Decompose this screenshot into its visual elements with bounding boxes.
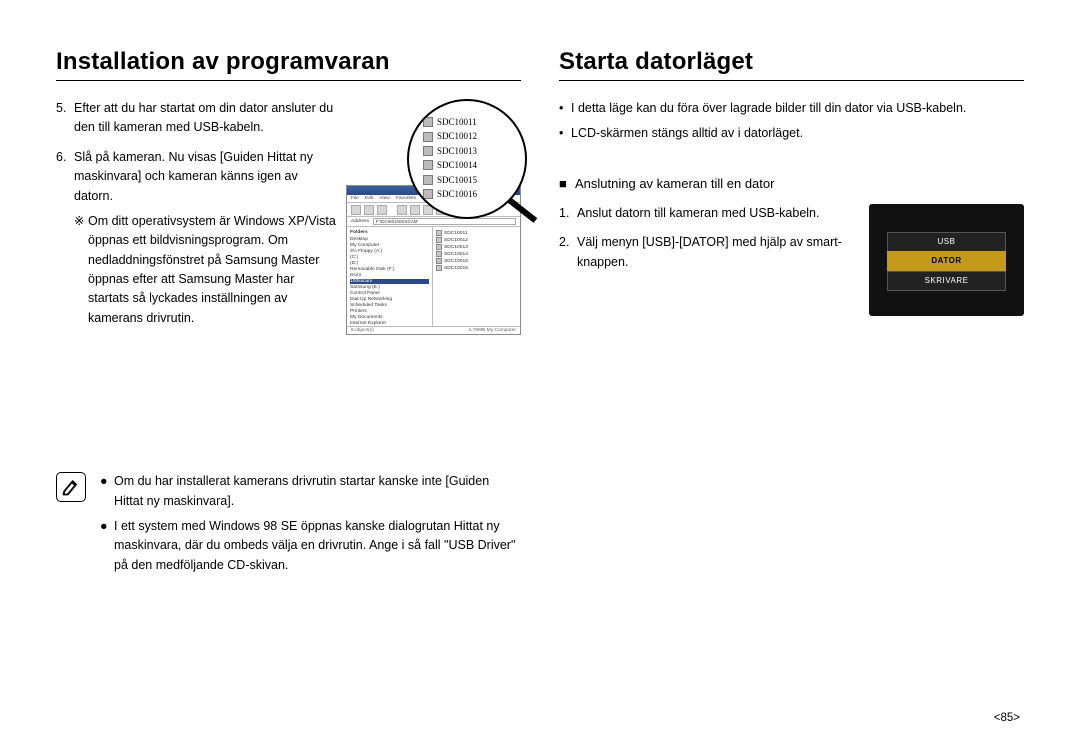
camera-lcd: USB DATOR SKRIVARE [869, 204, 1024, 316]
info-note: ● Om du har installerat kamerans drivrut… [56, 472, 521, 581]
toolbar-btn-icon [410, 205, 420, 215]
file-icon [423, 117, 433, 127]
right-heading: Starta datorläget [559, 48, 1024, 81]
file-icon [436, 265, 442, 271]
menu-usb: USB [887, 232, 1006, 252]
explorer-addressbar: Address F:\DCIM\100SSCAM [347, 217, 520, 227]
note-text-1: Om du har installerat kamerans drivrutin… [114, 472, 521, 511]
file-icon [436, 251, 442, 257]
explorer-tree: Folders Desktop My Computer 3½ Floppy (A… [347, 227, 433, 326]
intro-line-1: • I detta läge kan du föra över lagrade … [559, 99, 1024, 118]
file-icon [436, 237, 442, 243]
toolbar-fwd-icon [364, 205, 374, 215]
step-5: 5. Efter att du har startat om din dator… [56, 99, 336, 138]
magnifier-circle: SDC10011 SDC10012 SDC10013 SDC10014 SDC1… [407, 99, 527, 219]
right-step-1: 1. Anslut datorn till kameran med USB-ka… [559, 204, 851, 223]
explorer-file-list: SDC10011 SDC10012 SDC10013 SDC10014 SDC1… [433, 227, 520, 326]
subsection-head: ■ Anslutning av kameran till en dator [559, 174, 1024, 194]
intro-line-2: • LCD-skärmen stängs alltid av i datorlä… [559, 124, 1024, 143]
file-icon [423, 160, 433, 170]
left-column: Installation av programvaran 5. Efter at… [56, 48, 521, 581]
toolbar-up-icon [377, 205, 387, 215]
file-icon [423, 175, 433, 185]
menu-skrivare: SKRIVARE [887, 271, 1006, 291]
file-icon [436, 244, 442, 250]
toolbar-btn-icon [397, 205, 407, 215]
left-heading: Installation av programvaran [56, 48, 521, 81]
file-icon [436, 258, 442, 264]
note-icon [56, 472, 86, 502]
right-column: Starta datorläget • I detta läge kan du … [559, 48, 1024, 581]
xp-note: ※ Om ditt operativsystem är Windows XP/V… [74, 212, 336, 328]
page-number: <85> [994, 712, 1020, 724]
manual-page: Installation av programvaran 5. Efter at… [0, 0, 1080, 746]
step-6: 6. Slå på kameran. Nu visas [Guiden Hitt… [56, 148, 336, 332]
file-icon [423, 189, 433, 199]
right-step-2: 2. Välj menyn [USB]-[DATOR] med hjälp av… [559, 233, 851, 272]
file-icon [436, 230, 442, 236]
explorer-statusbar: 6 object(s) 4.79MB My Computer [347, 326, 520, 335]
explorer-graphic: SDC10011 SDC10012 SDC10013 SDC10014 SDC1… [346, 99, 521, 342]
file-icon [423, 146, 433, 156]
note-text-2: I ett system med Windows 98 SE öppnas ka… [114, 517, 521, 575]
left-text-block: 5. Efter att du har startat om din dator… [56, 99, 346, 342]
toolbar-back-icon [351, 205, 361, 215]
file-icon [423, 132, 433, 142]
menu-dator: DATOR [887, 251, 1006, 271]
